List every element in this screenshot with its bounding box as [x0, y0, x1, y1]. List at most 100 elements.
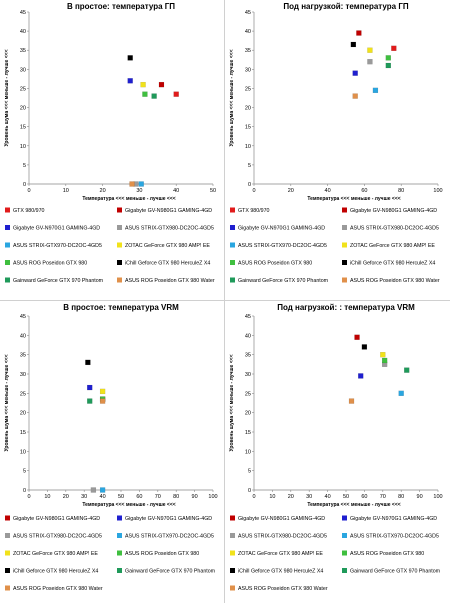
chart-1-point-gigabyte-gv-n970g1-gaming-4gd	[352, 70, 358, 76]
chart-load-gpu: Под нагрузкой: температура ГП 0 5 10 15 20 25 3…	[229, 2, 443, 284]
chart-2-ytick-label: 15	[20, 430, 26, 436]
chart-2-legend-swatch	[117, 515, 122, 521]
chart-0-point-gainward-geforce-gtx-970-phantom	[151, 93, 157, 99]
chart-2-xtick-label: 0	[27, 494, 30, 500]
chart-3-legend-label: ZOTAC GeForce GTX 980 AMP! EE	[238, 551, 323, 557]
chart-2-point-ichill-geforce-gtx-980-herculez-x4	[85, 359, 91, 366]
chart-1-point-asus-rog-poseidon-gtx-980-water	[352, 93, 358, 99]
chart-load-vrm: Под нагрузкой: : температура VRM 0 5 10 15 20…	[229, 303, 443, 592]
chart-idle-vrm: В простое: температура VRM 0 5 10 15 20 25 30 35…	[4, 303, 218, 592]
chart-3-ytick-label: 5	[248, 469, 251, 475]
horizontal-divider	[0, 300, 450, 301]
chart-0-ytick-label: 45	[20, 10, 26, 16]
chart-2-ytick-label: 40	[20, 333, 26, 339]
chart-0-legend-swatch	[5, 277, 10, 283]
chart-2-xtick-label: 90	[192, 494, 198, 500]
chart-2-legend-label: ASUS STRIX-GTX980-DC2OC-4GD5	[13, 534, 102, 540]
chart-0-xtick-label: 10	[63, 188, 69, 194]
chart-3-ytick-label: 45	[245, 314, 251, 320]
chart-1-point-asus-strix-gtx970-dc2oc-4gd5	[372, 87, 379, 94]
chart-0-ytick-label: 10	[20, 144, 26, 150]
chart-2-ytick-label: 45	[20, 314, 26, 320]
vertical-divider	[224, 0, 225, 603]
chart-0-point-asus-strix-gtx970-dc2oc-4gd5	[138, 181, 144, 187]
chart-2-point-gigabyte-gv-n970g1-gaming-4gd	[87, 384, 93, 391]
chart-1-ytick-label: 20	[245, 106, 251, 112]
chart-0-legend-swatch	[5, 207, 10, 213]
chart-2-ytick-label: 35	[20, 353, 26, 359]
chart-0-point-gigabyte-gv-n980g1-gaming-4gd	[158, 81, 165, 88]
chart-0-ytick-label: 40	[20, 29, 26, 35]
chart-2-point-asus-strix-gtx980-dc2oc-4gd5	[90, 487, 97, 493]
chart-3-xtick-label: 0	[252, 494, 255, 500]
chart-3-xtick-label: 90	[417, 494, 423, 500]
chart-3-legend-label: ASUS STRIX-GTX980-DC2OC-4GD5	[238, 534, 327, 540]
chart-3-xtick-label: 70	[380, 494, 386, 500]
chart-2-ytick-label: 30	[20, 372, 26, 378]
chart-2-xtick-label: 80	[173, 494, 179, 500]
chart-1-legend-label: ASUS STRIX-GTX970-DC2OC-4GD5	[238, 243, 327, 249]
chart-3-legend-label: Gainward GeForce GTX 970 Phantom	[350, 569, 441, 575]
chart-1-legend-label: Gigabyte GV-N970G1 GAMING-4GD	[238, 226, 325, 232]
chart-0-ytick-label: 0	[23, 182, 26, 188]
chart-0-ytick-label: 25	[20, 86, 26, 92]
chart-1-point-gtx-980-970	[391, 45, 397, 51]
chart-2-xtick-label: 50	[118, 494, 124, 500]
chart-3-xtick-label: 20	[288, 494, 294, 500]
chart-1-xtick-label: 0	[252, 188, 255, 194]
chart-1-point-gigabyte-gv-n980g1-gaming-4gd	[356, 30, 362, 36]
chart-1-legend-label: ASUS ROG Poseidon GTX 980	[238, 261, 312, 267]
chart-0-legend-label: ASUS STRIX-GTX970-DC2OC-4GD5	[13, 243, 102, 249]
chart-2-point-gainward-geforce-gtx-970-phantom	[87, 398, 93, 404]
chart-2-legend-label: Gigabyte GV-N980G1 GAMING-4GD	[13, 516, 100, 522]
chart-1-point-zotac-geforce-gtx-980-amp-ee	[367, 47, 373, 53]
chart-1-legend-label: ZOTAC GeForce GTX 980 AMP! EE	[350, 243, 435, 249]
chart-1-ytick-label: 25	[245, 86, 251, 92]
chart-0-point-gigabyte-gv-n970g1-gaming-4gd	[127, 78, 133, 84]
chart-0-legend-swatch	[117, 225, 122, 230]
chart-3-point-asus-strix-gtx970-dc2oc-4gd5	[398, 390, 404, 396]
chart-0-point-gtx-980-970	[173, 91, 179, 97]
chart-1-legend-swatch	[342, 242, 347, 248]
chart-3-ytick-label: 15	[245, 430, 251, 436]
chart-3-legend-swatch	[230, 533, 235, 538]
chart-1-legend-swatch	[342, 225, 347, 230]
chart-0-legend-label: ASUS STRIX-GTX980-DC2OC-4GD5	[125, 226, 214, 232]
chart-2-legend-swatch	[117, 533, 122, 538]
chart-2-legend-swatch	[5, 550, 10, 556]
chart-2-legend-swatch	[5, 533, 10, 538]
chart-3-legend-swatch	[342, 568, 347, 573]
chart-1-legend-swatch	[230, 277, 235, 283]
chart-3-legend-label: ASUS STRIX-GTX970-DC2OC-4GD5	[350, 534, 439, 540]
chart-0-legend-swatch	[117, 207, 122, 213]
chart-3-xtick-label: 80	[398, 494, 404, 500]
chart-3-legend-swatch	[230, 585, 235, 591]
chart-0-legend-label: ASUS ROG Poseidon GTX 980 Water	[125, 278, 215, 284]
chart-2-legend-label: ZOTAC GeForce GTX 980 AMP! EE	[13, 551, 98, 557]
chart-2-ytick-label: 20	[20, 411, 26, 417]
chart-3-xtick-label: 30	[306, 494, 312, 500]
chart-1-legend-label: Gainward GeForce GTX 970 Phantom	[238, 278, 329, 284]
chart-2-ytick-label: 25	[20, 391, 26, 397]
chart-2-xtick-label: 30	[81, 494, 87, 500]
chart-0-ytick-label: 20	[20, 106, 26, 112]
chart-0-ytick-label: 30	[20, 67, 26, 73]
chart-1-title: Под нагрузкой: температура ГП	[283, 2, 408, 11]
chart-2-legend-label: ASUS STRIX-GTX970-DC2OC-4GD5	[125, 534, 214, 540]
chart-3-xtick-label: 50	[343, 494, 349, 500]
chart-1-point-ichill-geforce-gtx-980-herculez-x4	[350, 41, 357, 48]
chart-0-legend-label: Gigabyte GV-N970G1 GAMING-4GD	[13, 226, 100, 232]
chart-1-legend-swatch	[342, 207, 347, 213]
chart-0-xtick-label: 40	[173, 188, 179, 194]
chart-1-y-axis-label: Уровень шума <<< меньше - лучше <<<	[229, 49, 235, 146]
chart-1-ytick-label: 45	[245, 10, 251, 16]
chart-2-ytick-label: 10	[20, 449, 26, 455]
chart-0-point-zotac-geforce-gtx-980-amp-ee	[140, 81, 146, 88]
chart-0-legend-swatch	[5, 260, 10, 265]
chart-1-legend-swatch	[230, 207, 235, 213]
chart-2-legend-swatch	[5, 515, 10, 521]
chart-0-legend-swatch	[117, 242, 122, 248]
chart-3-legend-swatch	[342, 550, 347, 556]
chart-3-xtick-label: 100	[433, 494, 442, 500]
